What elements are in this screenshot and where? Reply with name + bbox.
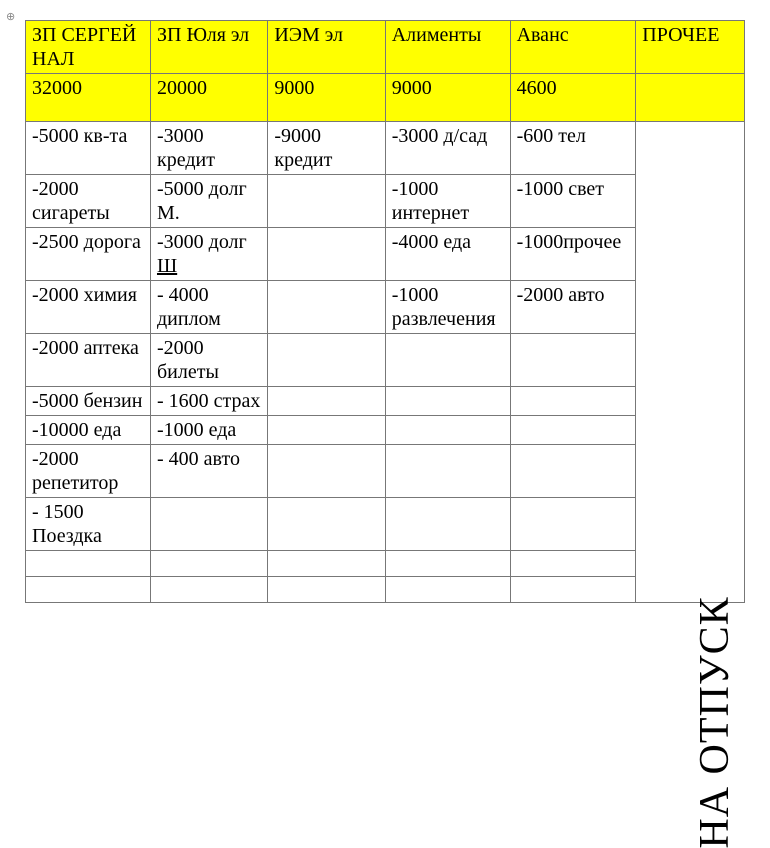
cell: -3000 кредит — [150, 122, 267, 175]
cell: -1000 свет — [510, 175, 636, 228]
cell — [268, 416, 385, 445]
cell — [26, 577, 151, 603]
header-row: ЗП СЕРГЕЙ НАЛ ЗП Юля эл ИЭМ эл Алименты … — [26, 21, 745, 74]
cell — [268, 175, 385, 228]
cell — [385, 551, 510, 577]
cell: -2000 авто — [510, 281, 636, 334]
cell — [268, 551, 385, 577]
cell — [510, 577, 636, 603]
header-cell-avans: Аванс — [510, 21, 636, 74]
cell: -2000 билеты — [150, 334, 267, 387]
cell: -9000 кредит — [268, 122, 385, 175]
total-cell: 20000 — [150, 74, 267, 122]
table-row: -5000 кв-та -3000 кредит -9000 кредит -3… — [26, 122, 745, 175]
cell: - 1500 Поездка — [26, 498, 151, 551]
cell: -10000 еда — [26, 416, 151, 445]
cell — [385, 445, 510, 498]
cell: -3000 д/сад — [385, 122, 510, 175]
cell: -1000 развлечения — [385, 281, 510, 334]
cell — [510, 551, 636, 577]
cell — [385, 577, 510, 603]
cell: -2000 аптека — [26, 334, 151, 387]
cell: - 400 авто — [150, 445, 267, 498]
cell: -2500 дорога — [26, 228, 151, 281]
cell — [268, 387, 385, 416]
header-cell-aliment: Алименты — [385, 21, 510, 74]
header-cell-iem: ИЭМ эл — [268, 21, 385, 74]
totals-row: 32000 20000 9000 9000 4600 — [26, 74, 745, 122]
vacation-cell: НА ОТПУСК — [636, 122, 745, 603]
cell — [268, 498, 385, 551]
total-cell: 9000 — [385, 74, 510, 122]
total-cell: 32000 — [26, 74, 151, 122]
cell: -1000 еда — [150, 416, 267, 445]
vacation-label: НА ОТПУСК — [690, 596, 740, 848]
cell: -3000 долг Ш — [150, 228, 267, 281]
budget-table: ЗП СЕРГЕЙ НАЛ ЗП Юля эл ИЭМ эл Алименты … — [25, 20, 745, 603]
cell — [385, 416, 510, 445]
cell — [150, 498, 267, 551]
cell: - 4000 диплом — [150, 281, 267, 334]
cell: -2000 репетитор — [26, 445, 151, 498]
cell: -1000 интернет — [385, 175, 510, 228]
cell — [510, 416, 636, 445]
total-cell: 4600 — [510, 74, 636, 122]
total-cell: 9000 — [268, 74, 385, 122]
cell — [385, 498, 510, 551]
cell: -600 тел — [510, 122, 636, 175]
cell: -2000 сигареты — [26, 175, 151, 228]
cell: -5000 кв-та — [26, 122, 151, 175]
cell: -1000прочее — [510, 228, 636, 281]
cell — [385, 334, 510, 387]
cell: -4000 еда — [385, 228, 510, 281]
cell — [26, 551, 151, 577]
cell — [150, 551, 267, 577]
header-cell-other: ПРОЧЕЕ — [636, 21, 745, 74]
cell: - 1600 страх — [150, 387, 267, 416]
cell: -5000 бензин — [26, 387, 151, 416]
header-cell-yulya: ЗП Юля эл — [150, 21, 267, 74]
cell — [510, 334, 636, 387]
cell — [385, 387, 510, 416]
header-cell-sergey: ЗП СЕРГЕЙ НАЛ — [26, 21, 151, 74]
total-cell — [636, 74, 745, 122]
cell — [510, 387, 636, 416]
cell — [510, 445, 636, 498]
cell — [268, 445, 385, 498]
cell — [268, 334, 385, 387]
cell — [268, 228, 385, 281]
anchor-glyph: ⊕ — [6, 10, 15, 23]
cell — [150, 577, 267, 603]
cell — [268, 281, 385, 334]
cell: -2000 химия — [26, 281, 151, 334]
cell — [268, 577, 385, 603]
cell: -5000 долг М. — [150, 175, 267, 228]
cell — [510, 498, 636, 551]
